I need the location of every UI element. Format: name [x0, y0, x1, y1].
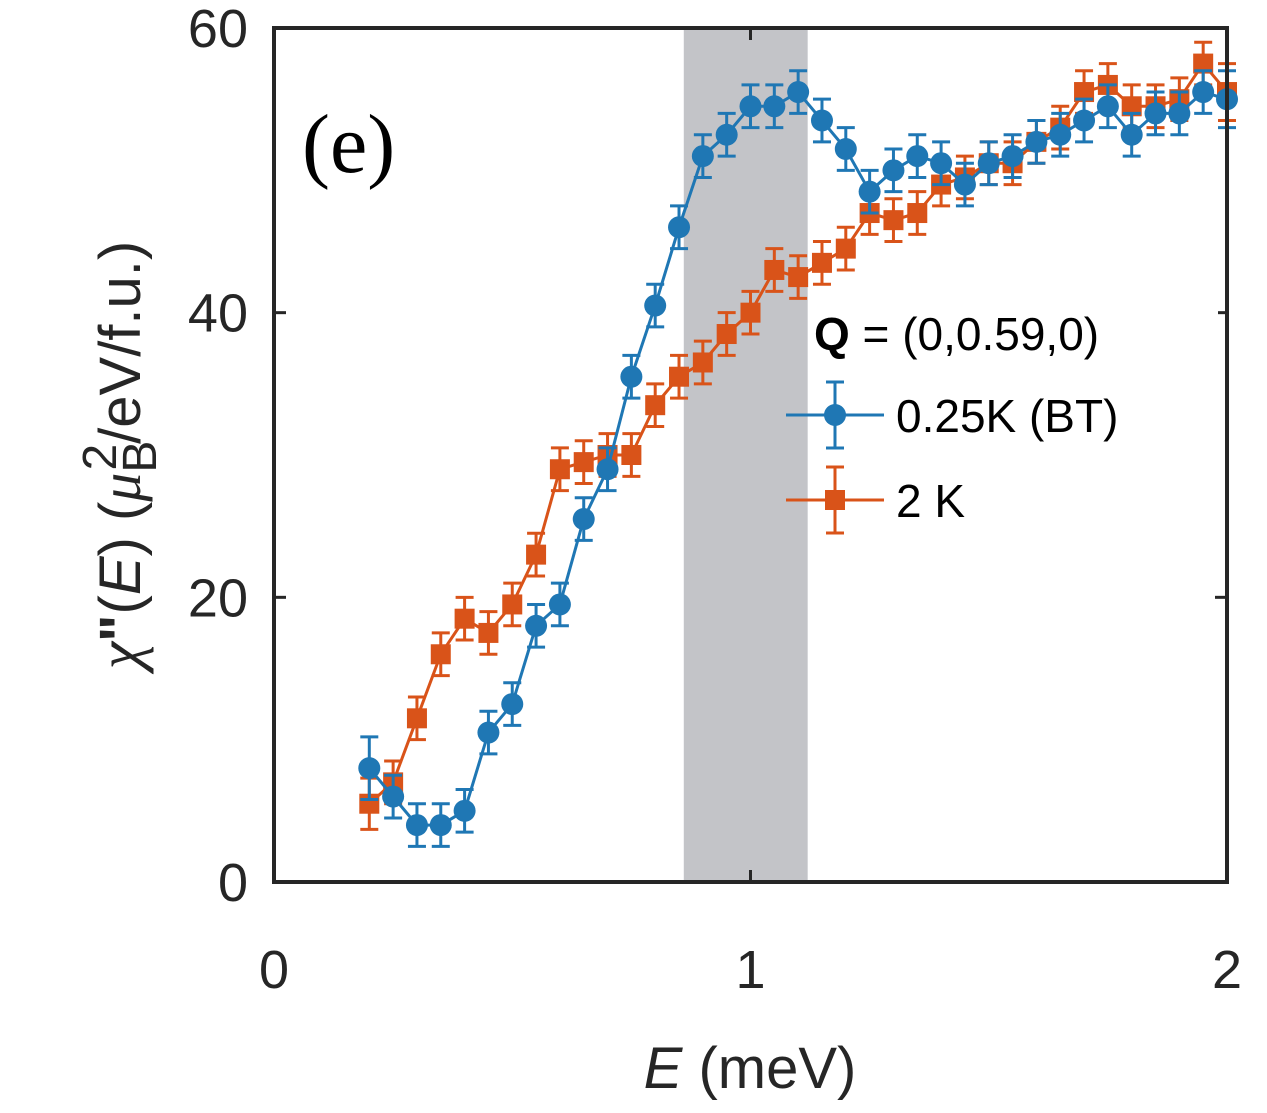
y-axis-close: ) (: [88, 502, 153, 557]
legend: Q = (0,0.59,0) 0.25K (BT) 2 K: [786, 290, 1218, 535]
legend-label: 2 K: [896, 475, 965, 527]
data-point: [453, 799, 476, 822]
data-point: [834, 137, 857, 160]
x-tick-label: 0: [259, 940, 289, 1000]
data-point: [1168, 102, 1191, 125]
y-axis-mu: μ: [88, 473, 153, 503]
data-point: [572, 508, 595, 531]
x-tick-label: 1: [735, 940, 765, 1000]
data-point: [788, 267, 809, 288]
legend-marker: [825, 490, 845, 510]
data-point: [620, 365, 643, 388]
legend-label: 0.25K (BT): [896, 390, 1118, 442]
data-point: [1120, 123, 1143, 146]
y-axis-sup: 2: [74, 444, 127, 471]
data-point: [454, 608, 475, 629]
y-axis-open: (: [88, 595, 153, 614]
legend-title: Q = (0,0.59,0): [814, 308, 1099, 360]
data-point: [621, 445, 642, 465]
legend-title-q: Q: [814, 308, 850, 360]
y-tick-label: 20: [188, 568, 248, 628]
data-point: [548, 593, 571, 616]
data-point: [501, 693, 524, 716]
data-point: [1096, 95, 1119, 118]
data-point: [1192, 81, 1215, 104]
data-point: [1074, 82, 1095, 103]
y-tick-label: 0: [218, 853, 248, 913]
data-point: [1144, 102, 1167, 125]
data-point: [740, 302, 761, 323]
data-point: [429, 814, 452, 837]
series-blue: [358, 69, 1238, 848]
data-point: [645, 395, 666, 416]
data-point: [573, 452, 594, 473]
data-point: [811, 252, 832, 273]
data-point: [930, 152, 953, 175]
y-axis-sub: B: [114, 441, 167, 473]
data-point: [669, 366, 690, 387]
y-axis-rest: /eV/f.u.): [88, 241, 153, 444]
panel-label: (e): [302, 98, 395, 191]
x-axis-label: E (meV): [644, 1036, 857, 1101]
data-point: [883, 210, 904, 231]
data-point: [810, 109, 833, 132]
shaded-band: [683, 28, 808, 882]
y-axis-var: E: [88, 555, 153, 595]
data-point: [430, 644, 451, 665]
data-point: [716, 324, 737, 345]
legend-bg: [808, 290, 1218, 526]
data-point: [691, 145, 714, 168]
data-point: [882, 159, 905, 182]
data-point: [549, 459, 570, 480]
data-point: [477, 721, 500, 744]
data-point: [1049, 123, 1072, 146]
x-axis-unit: (meV): [682, 1036, 856, 1101]
data-point: [1121, 96, 1142, 117]
series-orange: [359, 40, 1237, 831]
data-point: [668, 216, 691, 239]
data-point: [502, 594, 523, 615]
data-point: [692, 352, 713, 373]
data-point: [358, 757, 381, 780]
data-point: [1073, 109, 1096, 132]
legend-marker: [824, 404, 846, 426]
data-point: [906, 145, 929, 168]
x-axis-var: E: [644, 1036, 684, 1101]
data-point: [787, 81, 810, 104]
data-point: [596, 458, 619, 481]
data-point: [715, 123, 738, 146]
y-axis-chi: χ: [86, 640, 154, 674]
legend-entry: 0.25K (BT): [786, 380, 1118, 450]
x-tick-label: 2: [1212, 940, 1242, 1000]
y-tick-label: 60: [188, 0, 248, 59]
data-point: [1025, 130, 1048, 153]
data-point: [858, 180, 881, 203]
data-point: [406, 708, 427, 729]
data-point: [764, 259, 785, 280]
y-axis-prime: ": [88, 614, 153, 642]
data-point: [405, 814, 428, 837]
data-point: [644, 294, 667, 317]
data-point: [953, 173, 976, 196]
data-point: [907, 203, 928, 224]
data-point: [1193, 53, 1214, 74]
data-point: [382, 785, 405, 808]
data-point: [763, 95, 786, 118]
data-point: [478, 622, 499, 643]
legend-entries: 0.25K (BT) 2 K: [786, 380, 1118, 535]
legend-title-rest: = (0,0.59,0): [850, 308, 1099, 360]
data-point: [977, 152, 1000, 175]
data-point: [525, 614, 548, 637]
data-point: [1001, 145, 1024, 168]
series-layer: [358, 40, 1238, 848]
y-axis-label: χ"(E) (μB2/eV/f.u.): [74, 241, 167, 674]
y-tick-label: 40: [188, 284, 248, 344]
data-point: [739, 95, 762, 118]
data-point: [835, 238, 856, 259]
data-point: [526, 544, 547, 565]
legend-entry: 2 K: [786, 465, 965, 535]
